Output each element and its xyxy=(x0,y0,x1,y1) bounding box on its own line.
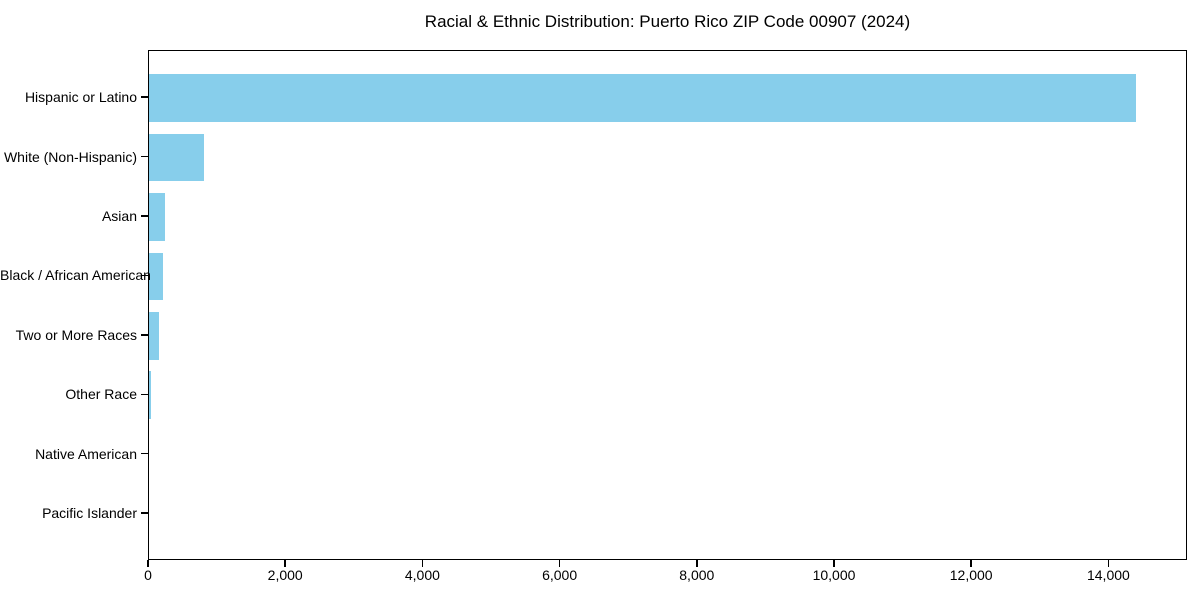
x-axis-tick xyxy=(970,560,972,567)
x-axis-tick xyxy=(1107,560,1110,567)
x-axis-tick xyxy=(696,560,698,567)
y-axis-category-label: White (Non-Hispanic) xyxy=(3,148,137,165)
y-axis-tick xyxy=(141,334,148,336)
y-axis-category-label: Pacific Islander xyxy=(42,505,137,522)
x-axis-tick-label: 14,000 xyxy=(1086,567,1130,583)
x-axis-tick-label: 0 xyxy=(144,567,152,583)
plot-area xyxy=(148,50,1187,560)
y-axis-tick xyxy=(141,452,148,455)
x-axis-tick-label: 8,000 xyxy=(679,567,715,583)
x-axis-tick xyxy=(833,560,835,567)
bar xyxy=(149,193,166,241)
y-axis-category-label: Other Race xyxy=(65,386,137,403)
bar xyxy=(149,252,163,301)
y-axis-category-label: Black / African American xyxy=(0,267,151,284)
x-axis-tick xyxy=(421,560,424,567)
bar xyxy=(149,371,151,419)
y-axis-tick xyxy=(141,393,148,395)
x-axis-tick-label: 12,000 xyxy=(949,567,993,583)
bar xyxy=(149,133,204,182)
x-axis-tick xyxy=(284,560,286,567)
y-axis-tick xyxy=(141,96,148,98)
y-axis-tick xyxy=(141,155,148,158)
y-axis-category-label: Hispanic or Latino xyxy=(24,89,137,105)
y-axis-tick xyxy=(141,215,148,217)
y-axis-category-label: Two or More Races xyxy=(15,326,137,343)
x-axis-tick-label: 2,000 xyxy=(267,567,303,583)
x-axis-tick xyxy=(147,560,149,567)
y-axis-category-label: Asian xyxy=(101,207,137,224)
x-axis-tick xyxy=(558,560,561,567)
bar xyxy=(149,74,1137,122)
y-axis-tick xyxy=(141,274,148,277)
chart-title: Racial & Ethnic Distribution: Puerto Ric… xyxy=(424,12,911,31)
y-axis-category-label: Native American xyxy=(35,445,137,462)
x-axis-tick-label: 10,000 xyxy=(812,567,856,583)
x-axis-tick-label: 4,000 xyxy=(404,567,440,583)
y-axis-tick xyxy=(141,512,148,514)
x-axis-tick-label: 6,000 xyxy=(542,567,578,583)
bar xyxy=(149,312,160,360)
